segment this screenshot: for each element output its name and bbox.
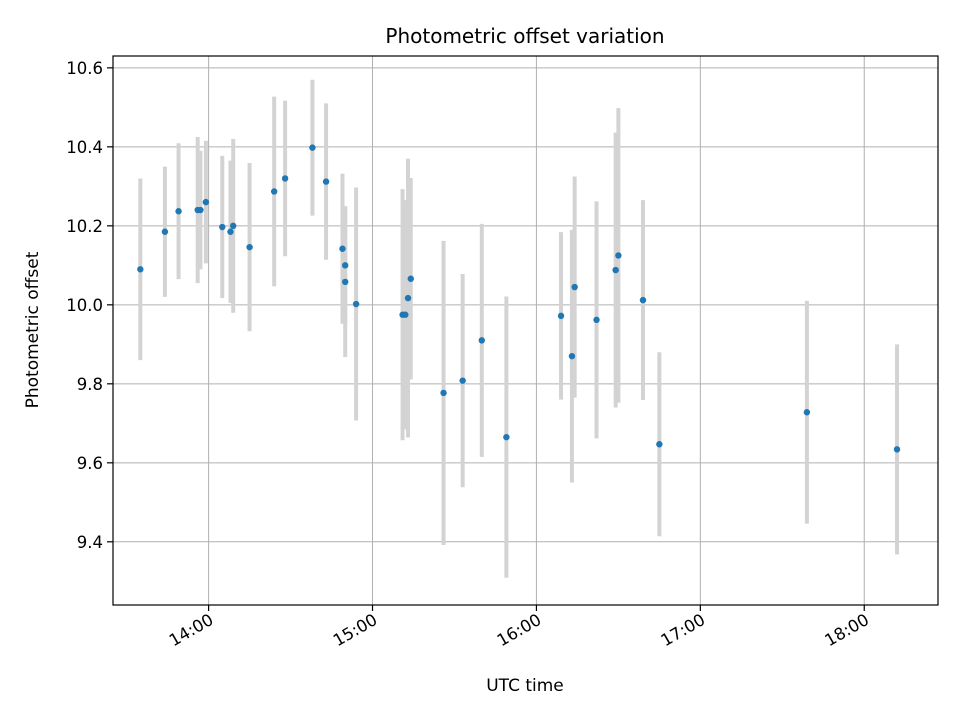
data-point bbox=[615, 252, 622, 259]
data-point bbox=[656, 441, 663, 448]
y-tick-label: 9.4 bbox=[77, 533, 103, 552]
data-point bbox=[503, 433, 510, 441]
data-point bbox=[612, 266, 619, 274]
data-point bbox=[557, 312, 565, 320]
data-point bbox=[478, 337, 485, 344]
data-point bbox=[246, 243, 253, 251]
plot-frame bbox=[112, 55, 939, 606]
y-tick-label: 9.8 bbox=[77, 375, 103, 394]
data-point bbox=[175, 208, 182, 215]
data-point bbox=[440, 389, 447, 397]
y-axis-ticks: 9.4 9.6 9.8 10.0 10.2 10.4 10.6 bbox=[66, 59, 113, 552]
y-axis-label: Photometric offset bbox=[23, 251, 43, 408]
data-point bbox=[219, 223, 226, 231]
data-point bbox=[459, 377, 466, 384]
chart-title: Photometric offset variation bbox=[385, 24, 664, 48]
data-point bbox=[229, 222, 237, 230]
data-point bbox=[593, 316, 600, 324]
x-axis-label: UTC time bbox=[486, 676, 564, 696]
data-point bbox=[352, 300, 360, 308]
data-point bbox=[342, 278, 349, 286]
data-point bbox=[342, 262, 349, 269]
data-point bbox=[404, 294, 412, 302]
y-tick-label: 10.2 bbox=[66, 217, 103, 236]
data-point bbox=[571, 283, 578, 291]
data-point bbox=[137, 266, 144, 273]
data-point bbox=[893, 446, 901, 453]
data-point bbox=[568, 352, 576, 360]
data-point bbox=[309, 144, 316, 151]
data-point bbox=[339, 245, 346, 252]
y-tick-label: 9.6 bbox=[77, 454, 103, 473]
data-point bbox=[803, 409, 811, 416]
data-point bbox=[281, 175, 289, 182]
data-point bbox=[161, 228, 169, 235]
data-point bbox=[639, 296, 647, 304]
y-tick-label: 10.4 bbox=[66, 138, 103, 157]
data-point bbox=[202, 198, 210, 206]
data-point bbox=[407, 275, 414, 282]
y-tick-label: 10.6 bbox=[66, 59, 103, 78]
y-tick-label: 10.0 bbox=[66, 296, 103, 315]
data-point bbox=[322, 178, 330, 185]
data-point bbox=[197, 206, 204, 214]
data-point bbox=[227, 228, 234, 235]
data-point bbox=[402, 311, 409, 318]
data-point bbox=[270, 188, 278, 195]
data-points bbox=[137, 144, 901, 453]
